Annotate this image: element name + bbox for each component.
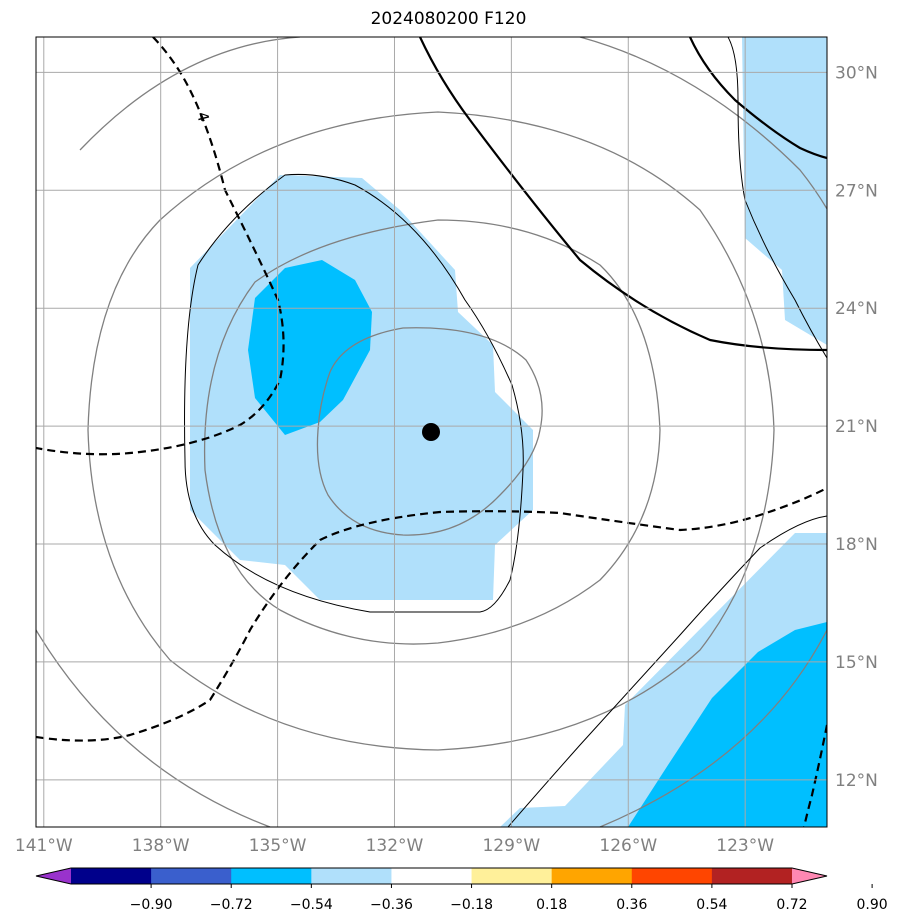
- longitude-label: 129°W: [482, 836, 540, 856]
- latitude-label: 18°N: [835, 535, 878, 555]
- ring-3: [87, 111, 775, 751]
- radius-rings: [36, 37, 827, 827]
- latitude-label: 27°N: [835, 181, 878, 201]
- colorbar-outline: [35, 867, 828, 885]
- thick-contour: [419, 37, 827, 352]
- colorbar: −0.90 −0.72 −0.54 −0.36 −0.18 0.18 0.36 0.54 0.7…: [35, 867, 888, 913]
- colorbar-tick-label: 0.54: [696, 897, 727, 913]
- longitude-label: 141°W: [15, 836, 73, 856]
- longitude-labels: 141°W 138°W 135°W 132°W 129°W 126°W 123°W: [15, 836, 774, 856]
- colorbar-tick-label: −0.36: [370, 897, 413, 913]
- colorbar-tick-label: −0.90: [130, 897, 173, 913]
- longitude-label: 135°W: [249, 836, 307, 856]
- longitude-label: 138°W: [132, 836, 190, 856]
- colorbar-tick-label: −0.54: [290, 897, 333, 913]
- latitude-label: 24°N: [835, 299, 878, 319]
- colorbar-segment: [151, 868, 232, 884]
- colorbar-tick-label: −0.72: [210, 897, 253, 913]
- latitude-label: 30°N: [835, 63, 878, 83]
- map-frame: [35, 36, 828, 828]
- colorbar-tick-label: 0.90: [857, 897, 888, 913]
- colorbar-segment: [471, 868, 553, 884]
- colorbar-extend-low: [36, 868, 71, 884]
- thick-contour-2: [688, 37, 827, 160]
- colorbar-tick-label: 0.36: [616, 897, 647, 913]
- longitude-label: 123°W: [716, 836, 774, 856]
- latitude-label: 12°N: [835, 771, 878, 791]
- colorbar-segment: [231, 868, 312, 884]
- ring-4: [36, 37, 827, 827]
- colorbar-segment: [551, 868, 633, 884]
- ring-1: [316, 327, 543, 536]
- longitude-label: 126°W: [599, 836, 657, 856]
- map-title: 2024080200 F120: [370, 9, 527, 29]
- latitude-labels: 12°N 15°N 18°N 21°N 24°N 27°N 30°N: [835, 63, 878, 790]
- colorbar-segment: [311, 868, 392, 884]
- ring-2: [203, 219, 661, 645]
- colorbar-segment: [71, 868, 152, 884]
- cyan-fill-region: [248, 260, 827, 827]
- storm-center-marker: [422, 423, 440, 441]
- colorbar-segment: [631, 868, 713, 884]
- graticule: [36, 37, 827, 827]
- dashed-contours: [36, 37, 827, 827]
- colorbar-tick-label: −0.18: [450, 897, 493, 913]
- colorbar-tick-label: 0.18: [536, 897, 567, 913]
- colorbar-segment: [711, 868, 793, 884]
- latitude-label: 21°N: [835, 417, 878, 437]
- latitude-label: 15°N: [835, 653, 878, 673]
- colorbar-segment: [391, 868, 473, 884]
- colorbar-extend-high: [792, 868, 827, 884]
- contour-label: 4: [193, 110, 213, 124]
- colorbar-tick-label: 0.72: [776, 897, 807, 913]
- longitude-label: 132°W: [366, 836, 424, 856]
